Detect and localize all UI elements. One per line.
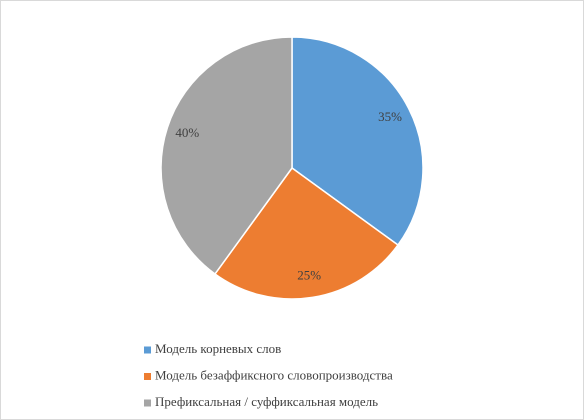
legend-swatch — [144, 346, 151, 354]
pie-slice — [213, 166, 400, 300]
data-label: 40% — [175, 125, 199, 140]
legend-swatch — [144, 373, 151, 380]
pie-slice — [160, 36, 293, 276]
legend-swatch — [144, 399, 151, 407]
data-label: 35% — [378, 109, 402, 124]
legend-label: Модель корневых слов — [155, 341, 281, 356]
pie-slice — [291, 36, 424, 247]
legend-label: Модель безаффиксного словопроизводства — [155, 367, 393, 382]
data-label: 25% — [297, 268, 321, 283]
legend-label: Префиксальная / суффиксальная модель — [155, 394, 378, 409]
